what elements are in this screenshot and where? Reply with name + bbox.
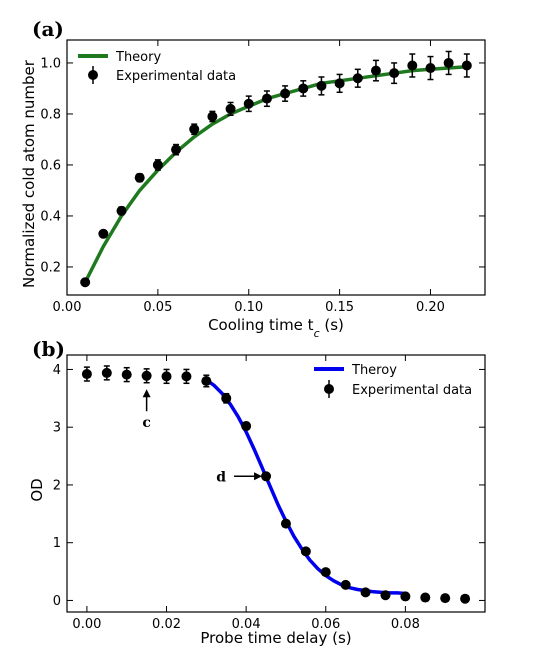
panel-a: (a) 0.00 0.05 0.10 0.15 0.20 0.2 0.4 0.6 0.8 1.0… (20, 17, 486, 340)
data-point-b (161, 371, 172, 382)
data-point-b (380, 590, 391, 601)
data-point-a (389, 68, 400, 79)
annotation-label-c: c (142, 415, 151, 431)
x-ticks-b: 0.00 0.02 0.04 0.06 0.08 (72, 355, 420, 632)
data-point-a (207, 111, 218, 122)
data-point-b (300, 546, 311, 557)
data-point-a (370, 65, 381, 76)
data-point-a (280, 88, 291, 99)
data-point-a (352, 73, 363, 84)
panel-a-label: (a) (32, 17, 64, 41)
data-point-a (461, 60, 472, 71)
theory-line-a (83, 65, 467, 284)
data-points-b (81, 365, 471, 604)
data-point-a (225, 103, 236, 114)
y-axis-label-a: Normalized cold atom number (20, 59, 38, 288)
data-point-a (80, 277, 91, 288)
data-point-b (241, 421, 252, 432)
data-point-b (340, 579, 351, 590)
y-tick-label-a: 0.8 (40, 107, 61, 122)
data-point-a (152, 159, 163, 170)
data-point-a (407, 60, 418, 71)
data-point-a (98, 228, 109, 239)
x-tick-label-a: 0.05 (143, 300, 172, 315)
data-point-b (141, 370, 152, 381)
x-tick-label-b: 0.08 (391, 617, 420, 632)
legend-theory-label: Theory (115, 50, 161, 65)
data-point-a (134, 172, 145, 183)
data-point-a (171, 144, 182, 155)
y-tick-label-b: 1 (53, 536, 61, 551)
y-tick-label-a: 1.0 (40, 56, 61, 71)
legend-data-marker (88, 70, 98, 80)
annotation-arrowhead-d (254, 472, 263, 481)
data-point-a (316, 80, 327, 91)
data-point-b (261, 471, 272, 482)
annotation-arrowhead-c (142, 389, 151, 398)
panel-b-label: (b) (32, 337, 65, 361)
x-tick-label-b: 0.00 (72, 617, 101, 632)
data-point-a (116, 205, 127, 216)
data-point-a (443, 57, 454, 68)
legend-a: Theory Experimental data (78, 50, 236, 84)
x-tick-label-b: 0.04 (232, 617, 261, 632)
data-point-b (440, 593, 451, 604)
legend-theroy-label: Theroy (351, 363, 397, 378)
y-tick-label-a: 0.2 (40, 260, 61, 275)
annotations-b: cd (142, 389, 263, 485)
data-point-b (221, 393, 232, 404)
x-tick-label-a: 0.10 (234, 300, 263, 315)
x-tick-label-a: 0.00 (53, 300, 82, 315)
x-axis-label-a: Cooling time tc (s) (208, 316, 344, 340)
legend-data-label-b: Experimental data (352, 383, 472, 398)
data-point-b (360, 587, 371, 598)
data-point-b (101, 367, 112, 378)
data-point-a (298, 83, 309, 94)
data-point-b (460, 593, 471, 604)
theory-curve-a (83, 65, 467, 284)
legend-data-marker-b (324, 384, 334, 394)
data-point-b (121, 369, 132, 380)
data-point-b (420, 592, 431, 603)
data-points-a (80, 50, 472, 288)
data-point-a (334, 78, 345, 89)
annotation-label-d: d (216, 469, 226, 485)
y-tick-label-b: 4 (53, 363, 61, 378)
data-point-b (81, 369, 92, 380)
theory-curve-b (205, 378, 406, 596)
data-point-b (320, 567, 331, 578)
y-tick-label-b: 2 (53, 478, 61, 493)
data-point-b (181, 371, 192, 382)
data-point-a (261, 93, 272, 104)
data-point-b (400, 591, 411, 602)
plot-frame-b (66, 354, 486, 613)
data-point-a (189, 124, 200, 135)
x-ticks-a: 0.00 0.05 0.10 0.15 0.20 (53, 40, 445, 315)
y-tick-label-b: 3 (53, 421, 61, 436)
y-tick-label-a: 0.4 (40, 209, 61, 224)
y-ticks-b: 0 1 2 3 4 (53, 363, 485, 609)
panel-b: (b) 0.00 0.02 0.04 0.06 0.08 0 1 2 3 4 Probe tim… (28, 337, 486, 647)
x-tick-label-b: 0.06 (311, 617, 340, 632)
y-tick-label-b: 0 (53, 594, 61, 609)
plot-frame-a (66, 39, 486, 296)
legend-data-label: Experimental data (116, 69, 236, 84)
x-tick-label-a: 0.15 (325, 300, 354, 315)
data-point-a (425, 63, 436, 74)
data-point-b (201, 375, 212, 386)
y-tick-label-a: 0.6 (40, 158, 61, 173)
y-axis-label-b: OD (28, 478, 46, 501)
theory-line-b (205, 378, 406, 596)
x-tick-label-b: 0.02 (152, 617, 181, 632)
legend-b: Theroy Experimental data (314, 363, 472, 398)
data-point-a (243, 98, 254, 109)
data-point-b (280, 518, 291, 529)
y-ticks-a: 0.2 0.4 0.6 0.8 1.0 (40, 56, 485, 275)
x-tick-label-a: 0.20 (416, 300, 445, 315)
x-axis-label-b: Probe time delay (s) (200, 629, 351, 647)
